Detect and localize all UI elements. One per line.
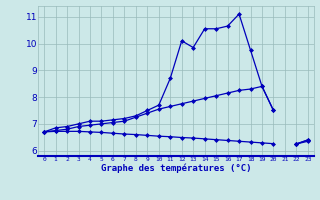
- X-axis label: Graphe des températures (°C): Graphe des températures (°C): [101, 164, 251, 173]
